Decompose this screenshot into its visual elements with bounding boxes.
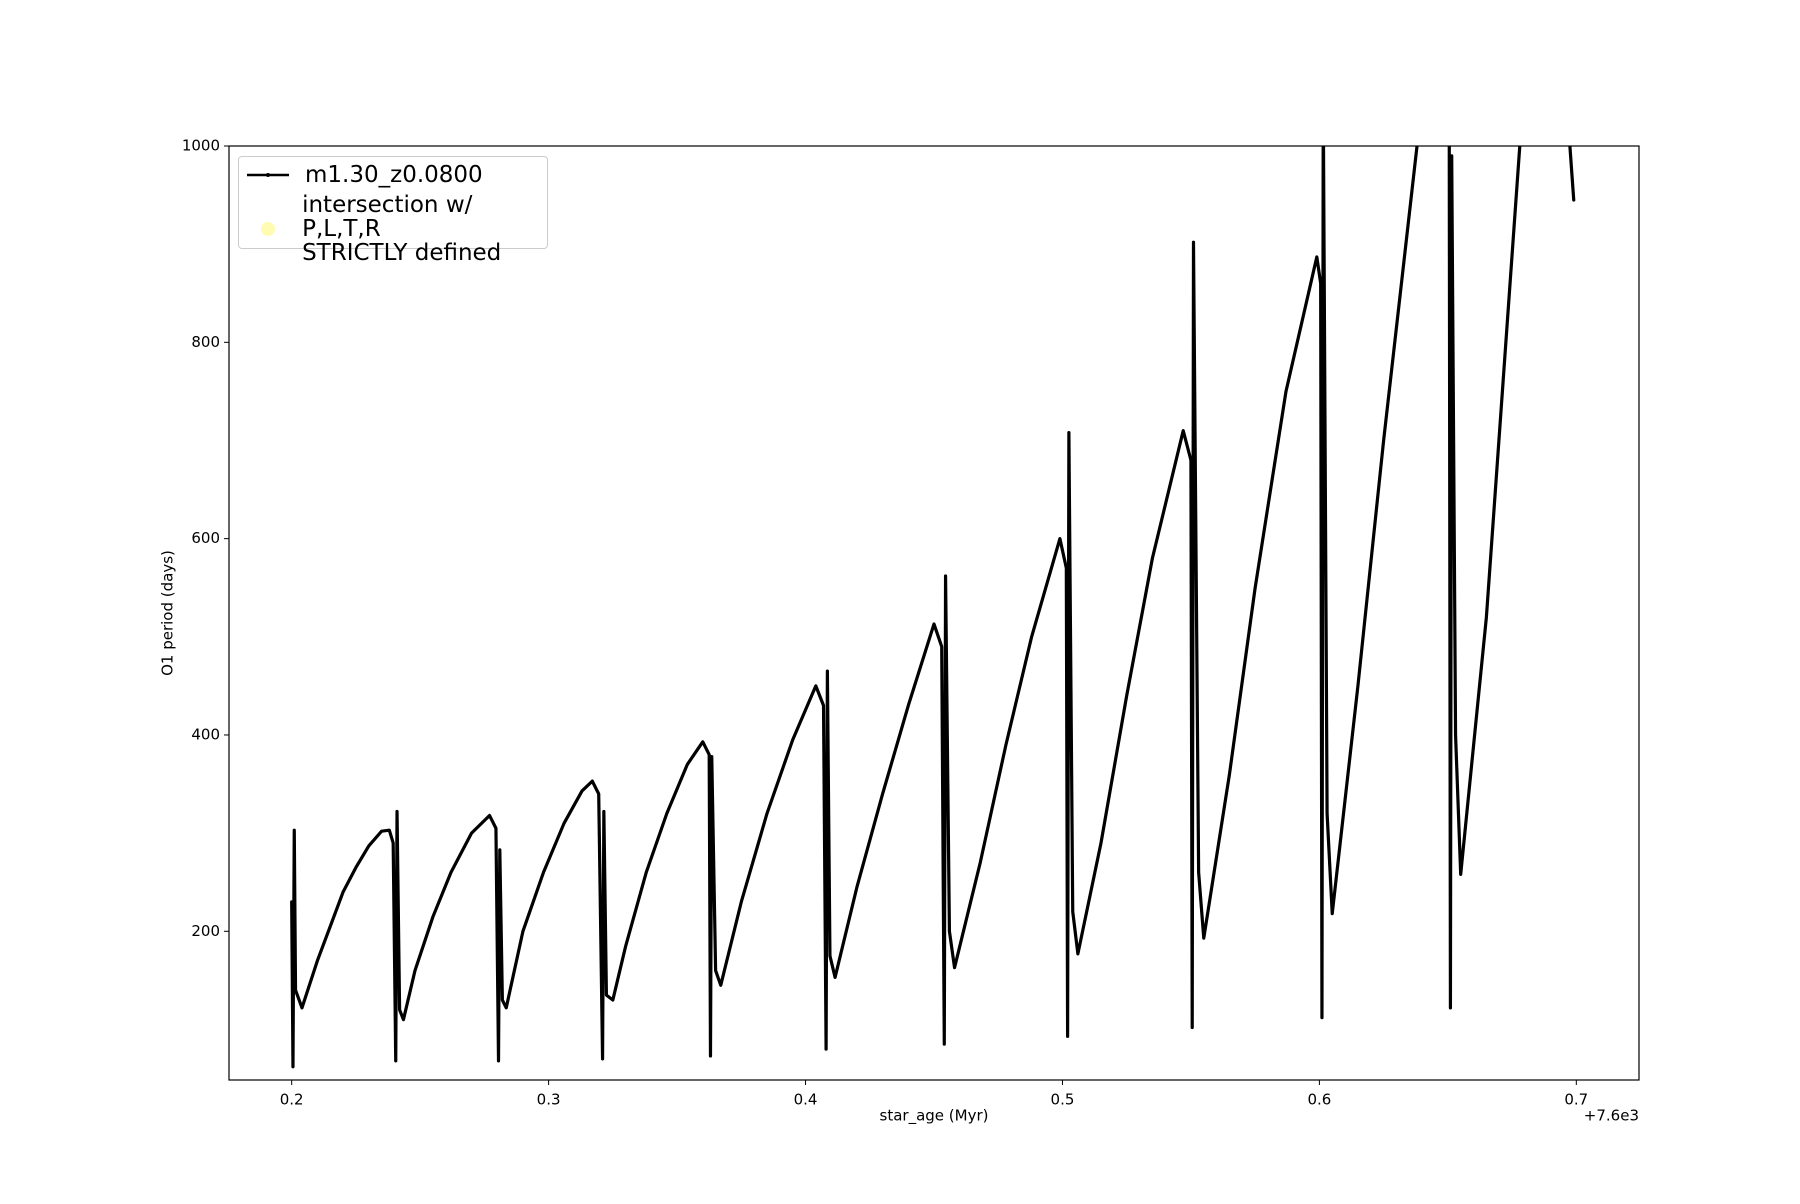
y-tick-label: 400 [191, 725, 220, 743]
legend-swatch [261, 222, 275, 236]
y-tick-label: 1000 [182, 137, 220, 155]
plot-area [290, 146, 1576, 1069]
legend-marker [266, 173, 270, 177]
y-tick-label: 800 [191, 333, 220, 351]
x-tick-label: 0.3 [537, 1091, 561, 1109]
legend-swatch [247, 173, 289, 177]
x-tick-label: 0.2 [280, 1091, 304, 1109]
legend-label: intersection w/ P,L,T,R STRICTLY defined [302, 192, 502, 266]
y-axis-label: O1 period (days) [159, 550, 177, 676]
y-tick-label: 200 [191, 922, 220, 940]
legend-entry: intersection w/ P,L,T,R STRICTLY defined [239, 193, 547, 265]
legend-entry: m1.30_z0.0800 [239, 163, 483, 187]
x-tick-label: 0.5 [1051, 1091, 1075, 1109]
axes-frame [228, 145, 1640, 1081]
legend: m1.30_z0.0800 intersection w/ P,L,T,R ST… [238, 156, 548, 265]
x-tick-label: 0.7 [1564, 1091, 1588, 1109]
x-tick-label: 0.6 [1307, 1091, 1331, 1109]
data-line [290, 146, 1576, 1069]
legend-label: m1.30_z0.0800 [305, 162, 483, 188]
x-axis-label: star_age (Myr) [880, 1107, 989, 1126]
legend-marker [261, 222, 275, 236]
y-tick-label: 600 [191, 529, 220, 547]
x-offset-label: +7.6e3 [1584, 1107, 1639, 1125]
x-tick-label: 0.4 [794, 1091, 818, 1109]
